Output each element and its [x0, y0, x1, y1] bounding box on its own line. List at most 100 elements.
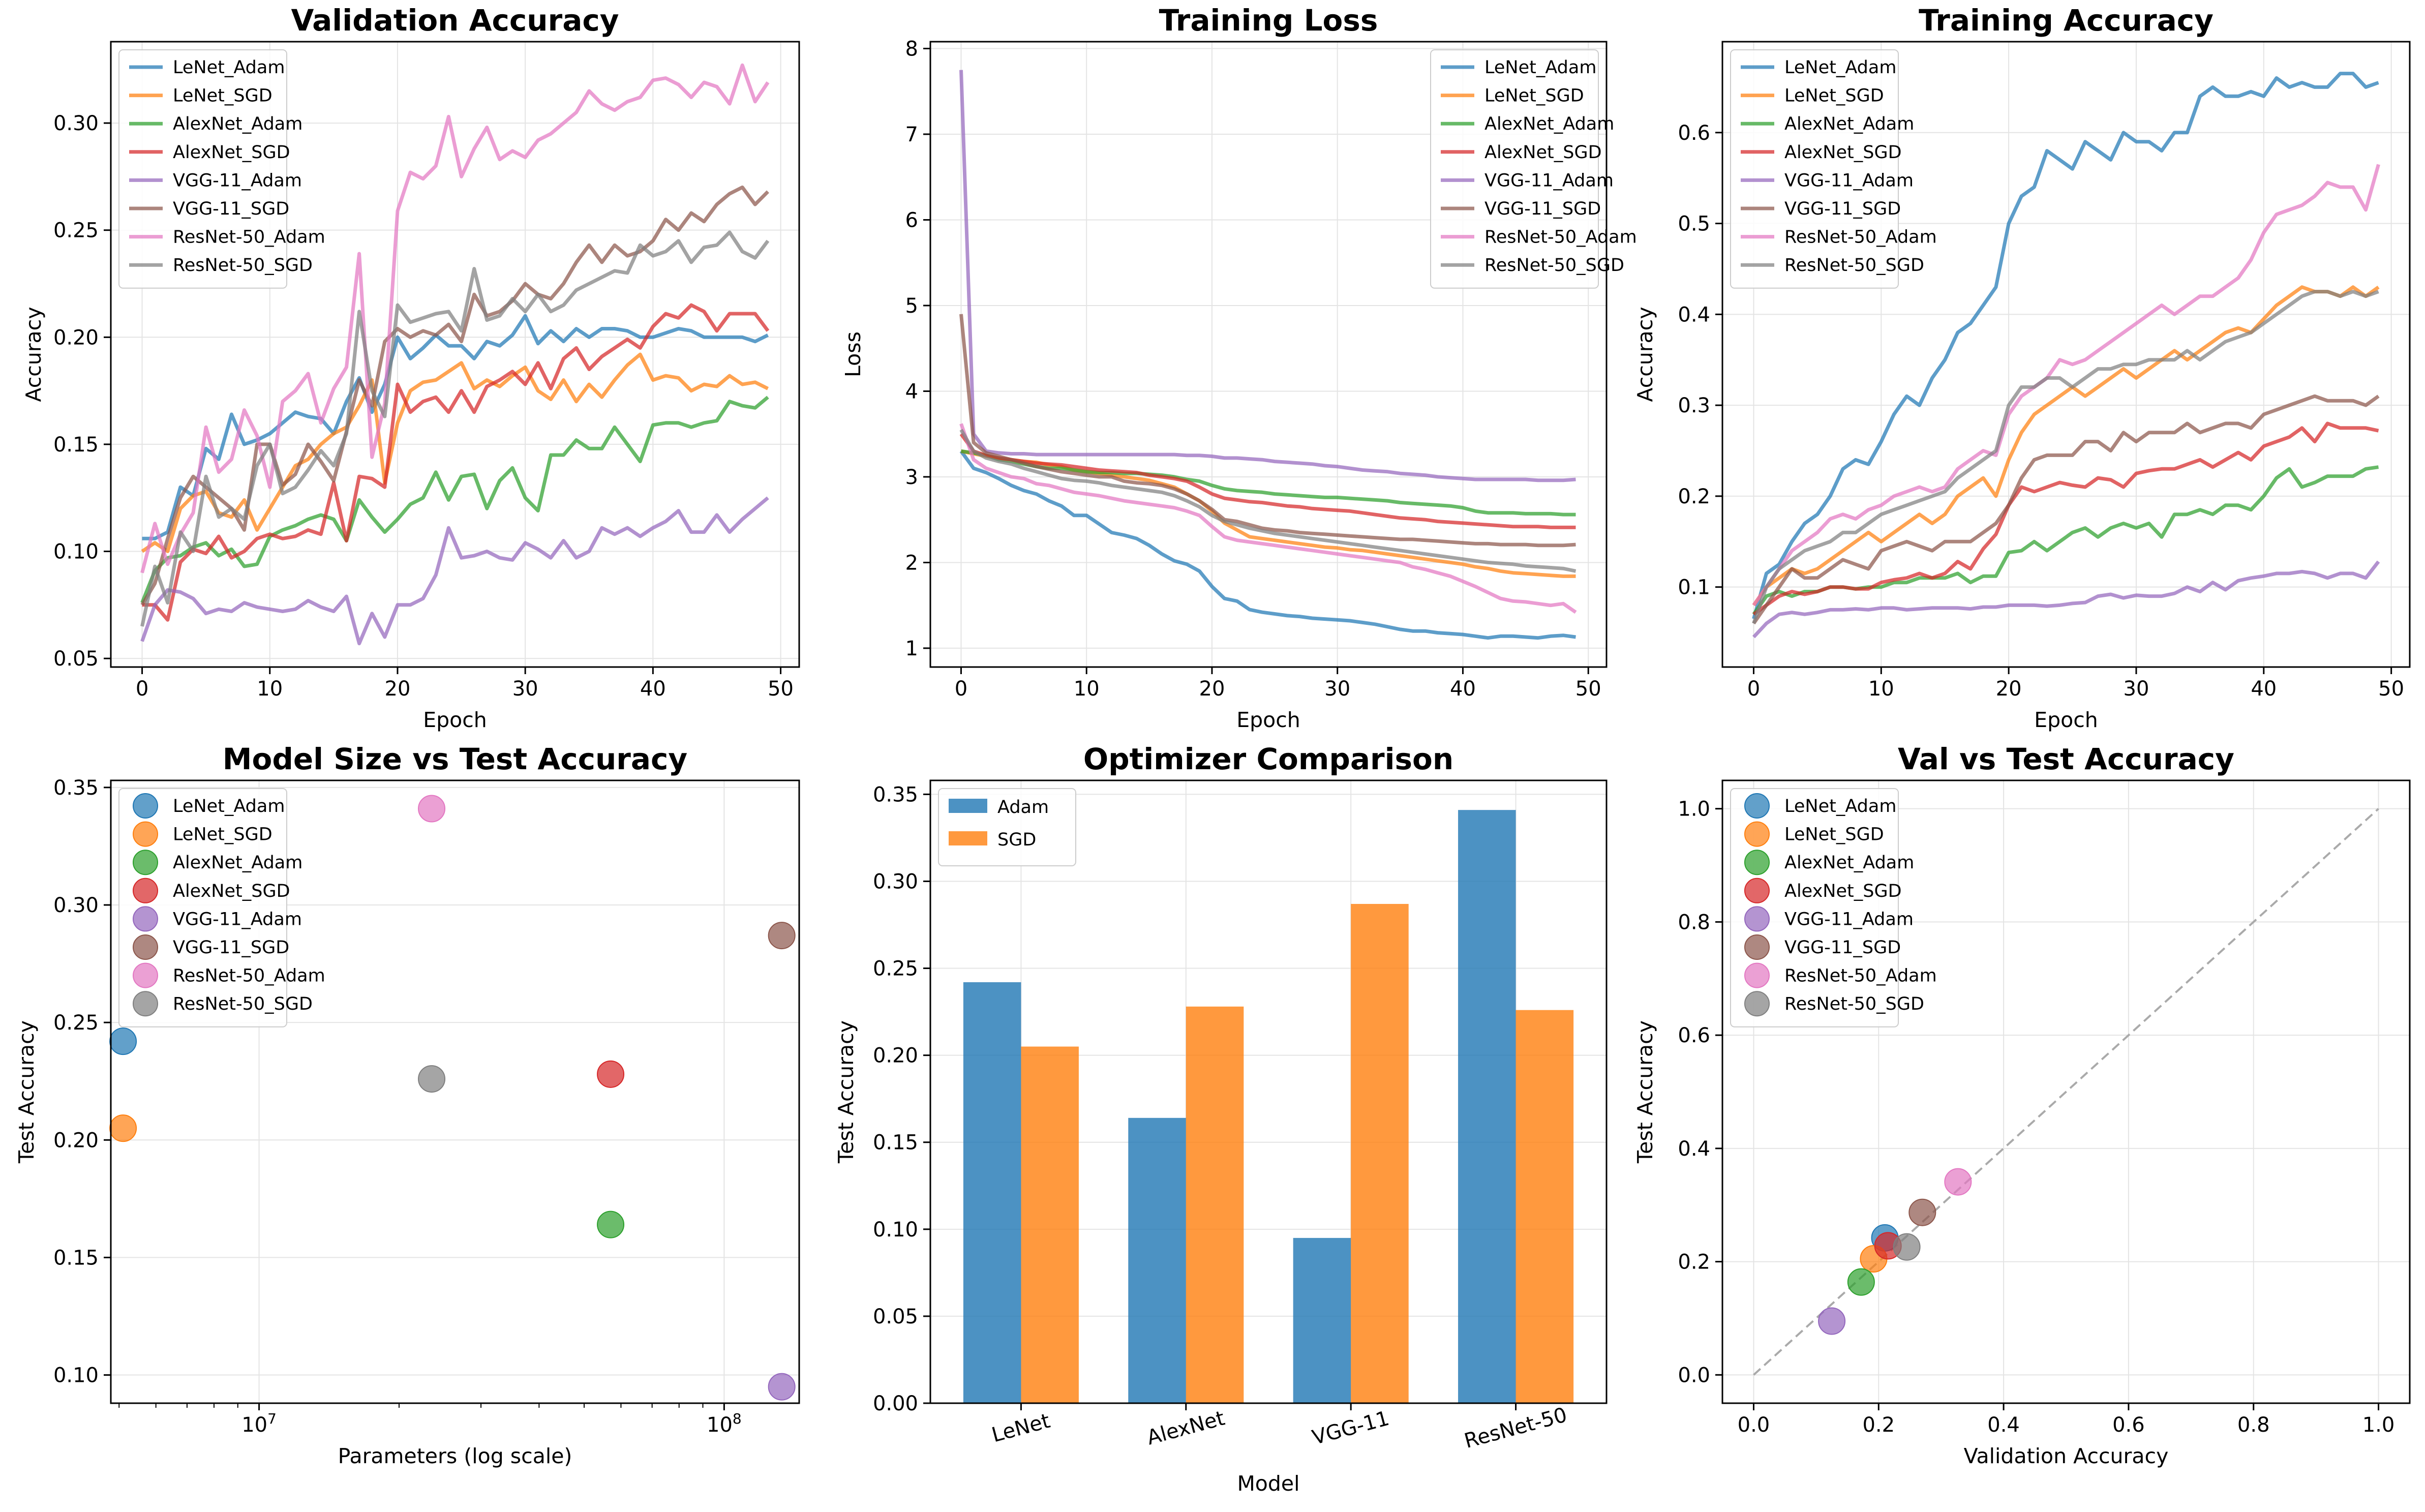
legend-label: ResNet-50_Adam	[173, 227, 325, 248]
legend-box	[1430, 49, 1599, 289]
ticks: 0 10 20 30 40 50 0.05 0.10 0.15 0.20 0.25 0.30	[53, 112, 794, 701]
x-tick-label: 0	[136, 677, 148, 701]
series-line-VGG-11_Adam	[140, 496, 769, 646]
x-tick-label: 0.4	[1987, 1413, 2020, 1437]
point-LeNet_Adam	[109, 1027, 137, 1055]
legend-label: SGD	[997, 830, 1036, 850]
series-line-AlexNet_SGD	[142, 303, 770, 622]
point-ResNet-50_SGD	[1893, 1233, 1921, 1261]
plot-area	[1752, 72, 2380, 639]
legend-label: AlexNet_Adam	[1784, 853, 1914, 873]
legend-swatch-ResNet-50_Adam	[133, 962, 158, 988]
point-AlexNet_Adam	[597, 1211, 625, 1238]
chart-title: Validation Accuracy	[291, 3, 619, 38]
legend-label: ResNet-50_SGD	[173, 255, 313, 276]
legend-box	[118, 49, 287, 289]
legend-swatch-LeNet_SGD	[133, 821, 158, 847]
ticks: 0.0 0.2 0.4 0.6 0.8 1.0 0.0 0.2 0.4 0.6 0.8 1.0	[1678, 798, 2394, 1437]
y-tick-label: 0.25	[53, 219, 99, 243]
legend: LeNet_Adam LeNet_SGD AlexNet_Adam AlexNet_S…	[1730, 49, 1937, 289]
y-tick-label: 0.4	[1678, 1137, 1710, 1161]
legend-label: VGG-11_SGD	[1784, 199, 1901, 219]
x-axis-label: Epoch	[423, 708, 487, 732]
point-VGG-11_Adam	[1818, 1307, 1846, 1335]
point-LeNet_SGD	[109, 1114, 137, 1142]
axes-frame	[110, 41, 800, 668]
y-tick-label: 7	[905, 123, 918, 146]
legend-label: AlexNet_SGD	[1784, 881, 1902, 901]
x-tick-label: 40	[2251, 677, 2277, 701]
bar-Adam-ResNet-50	[1458, 810, 1516, 1403]
legend-label: AlexNet_SGD	[1784, 142, 1902, 163]
point-ResNet-50_SGD	[418, 1065, 446, 1093]
x-tick-label: 0.0	[1738, 1413, 1770, 1437]
grid	[111, 780, 799, 1403]
legend-swatch-AlexNet_Adam	[1744, 850, 1770, 875]
point-AlexNet_SGD	[597, 1060, 625, 1088]
x-tick-label: 0.2	[1862, 1413, 1895, 1437]
x-tick-label: 1.0	[2362, 1413, 2395, 1437]
legend-label: LeNet_SGD	[1484, 86, 1584, 106]
y-tick-label: 0.25	[53, 1011, 99, 1035]
x-tick-label: 107	[241, 1410, 277, 1437]
y-tick-label: 8	[905, 37, 918, 61]
legend-label: VGG-11_Adam	[173, 909, 302, 929]
legend-label: VGG-11_SGD	[1784, 938, 1901, 958]
series-line-LeNet_Adam	[142, 314, 769, 540]
diagonal-reference-line	[1753, 808, 2379, 1376]
point-VGG-11_SGD	[768, 922, 796, 950]
x-tick-label: 108	[707, 1410, 742, 1437]
y-axis-label: Loss	[841, 331, 865, 377]
point-AlexNet_Adam	[1847, 1268, 1875, 1296]
legend-label: VGG-11_Adam	[1484, 170, 1614, 191]
legend-label: AlexNet_Adam	[173, 853, 302, 873]
series-line-ResNet-50_Adam	[140, 63, 770, 573]
bar-Adam-LeNet	[963, 982, 1021, 1403]
series-line-ResNet-50_Adam	[1752, 164, 2380, 607]
axes-frame	[110, 779, 800, 1404]
y-tick-label: 0.3	[1678, 394, 1710, 417]
legend-box	[118, 788, 287, 1027]
legend-swatch-VGG-11_Adam	[1744, 906, 1770, 932]
legend-label: AlexNet_SGD	[173, 142, 290, 163]
legend-swatch-AlexNet_SGD	[133, 878, 158, 903]
panel-size_vs_test: 107 108 0.10 0.15 0.20 0.25 0.30 0.35 Model Size…	[14, 742, 800, 1468]
legend-swatch-VGG-11_SGD	[1744, 934, 1770, 960]
legend-label: VGG-11_Adam	[1784, 909, 1914, 929]
axes-frame	[929, 779, 1608, 1404]
y-tick-label: 0.00	[873, 1392, 918, 1415]
x-tick-label: 10	[257, 677, 283, 701]
legend-label: ResNet-50_Adam	[1784, 227, 1937, 248]
legend-swatch-LeNet_Adam	[133, 793, 158, 819]
y-tick-label: 1	[905, 637, 918, 660]
legend-label: Adam	[997, 797, 1049, 818]
y-tick-label: 0.20	[873, 1044, 918, 1068]
legend-label: AlexNet_SGD	[1484, 142, 1602, 163]
legend-label: ResNet-50_Adam	[1784, 966, 1937, 986]
series-line-LeNet_Adam	[1752, 72, 2379, 620]
axes-frame	[929, 41, 1608, 668]
bar-SGD-ResNet-50	[1515, 1010, 1574, 1403]
axes-frame	[1721, 41, 2411, 668]
y-tick-label: 0.15	[873, 1131, 918, 1155]
x-tick-label: AlexNet	[1144, 1407, 1227, 1450]
y-axis-label: Test Accuracy	[14, 1020, 39, 1164]
x-axis-label: Epoch	[1236, 708, 1300, 732]
legend-label: AlexNet_SGD	[173, 881, 290, 901]
bar-SGD-AlexNet	[1186, 1006, 1244, 1403]
point-VGG-11_SGD	[1908, 1198, 1936, 1226]
plot-area	[963, 810, 1574, 1403]
legend-label: ResNet-50_Adam	[173, 966, 325, 986]
series-line-ResNet-50_SGD	[140, 230, 770, 627]
panel-optimizer: LeNet AlexNet VGG-11 ResNet-50 0.00 0.05 0.10 0…	[834, 742, 1608, 1496]
y-tick-label: 0.6	[1678, 1024, 1710, 1047]
legend-label: LeNet_Adam	[1784, 796, 1896, 817]
legend-swatch-LeNet_Adam	[1744, 793, 1770, 819]
x-tick-label: LeNet	[989, 1409, 1052, 1447]
ticks: 107 108 0.10 0.15 0.20 0.25 0.30 0.35	[53, 776, 742, 1437]
x-tick-label: 30	[512, 677, 538, 701]
legend-label: LeNet_Adam	[1484, 57, 1596, 78]
y-tick-label: 0.2	[1678, 1251, 1710, 1274]
series-line-LeNet_Adam	[959, 450, 1576, 640]
legend-label: LeNet_Adam	[173, 57, 285, 78]
